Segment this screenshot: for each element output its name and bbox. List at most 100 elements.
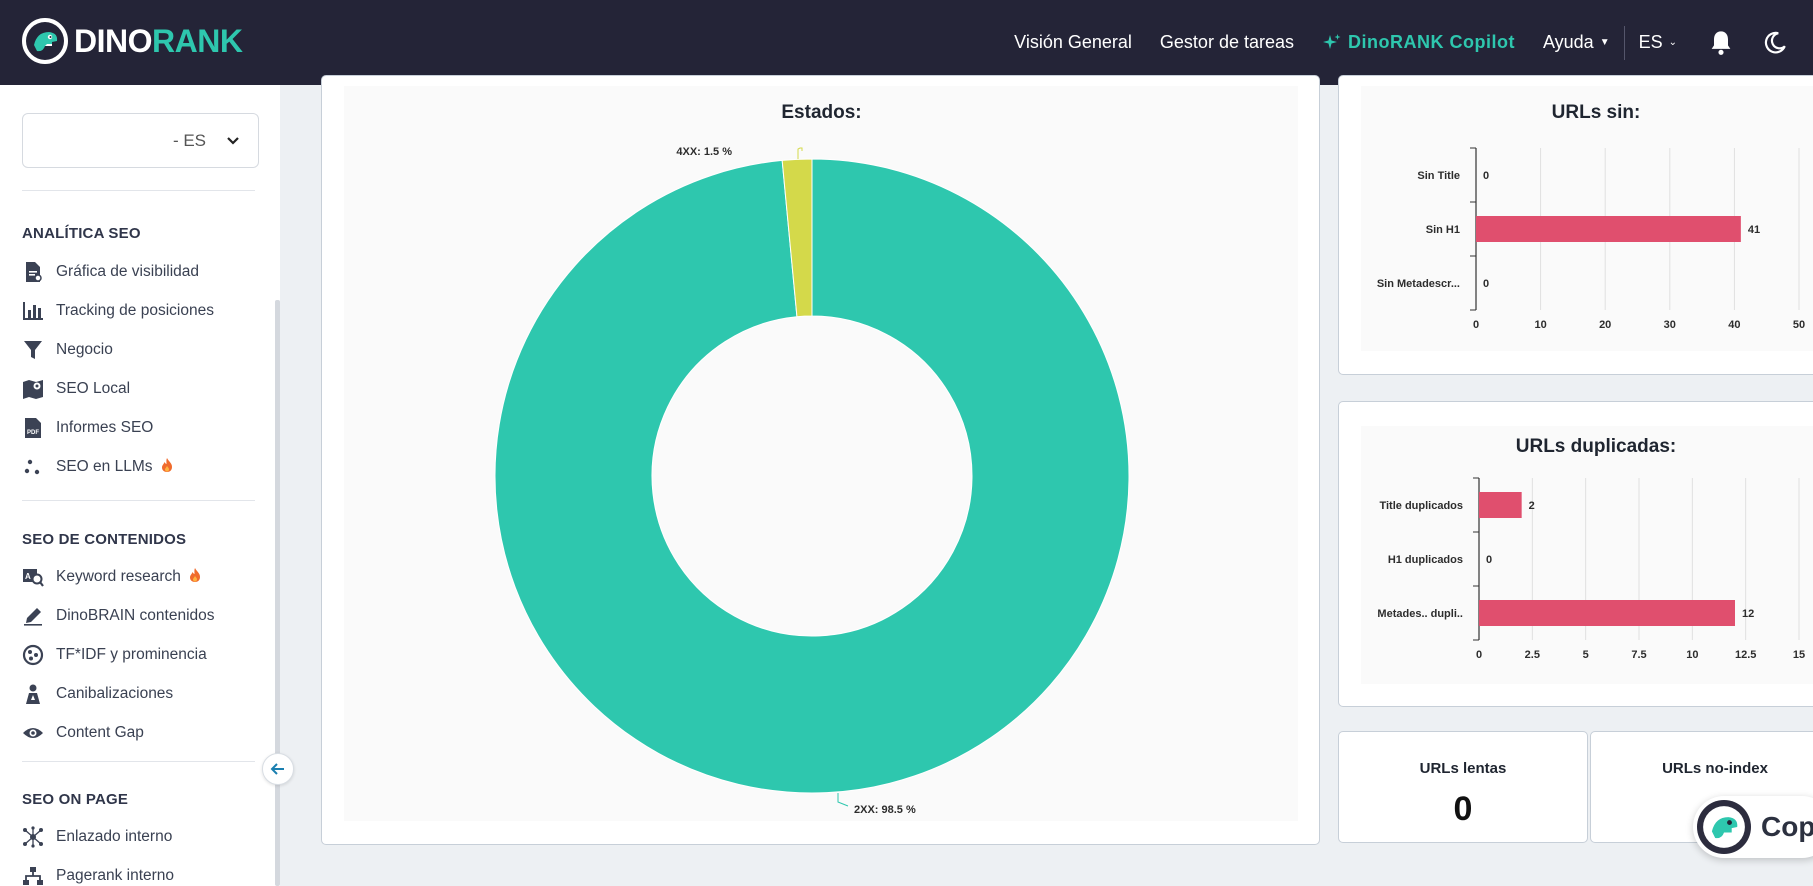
urls-lentas-label: URLs lentas xyxy=(1419,760,1507,777)
language-selector[interactable]: ES ⌄ xyxy=(1639,32,1677,53)
fire-icon xyxy=(161,457,173,478)
x-tick-label: 2.5 xyxy=(1525,649,1540,661)
bar-value-label: 0 xyxy=(1483,170,1489,182)
y-category-label: Metades.. dupli.. xyxy=(1377,608,1463,620)
sidebar-item-tfidf[interactable]: TF*IDF y prominencia xyxy=(22,642,207,668)
sidebar-item-keyword-research[interactable]: A Keyword research xyxy=(22,564,201,590)
urls-sin-bar-chart: 0 10 20 30 40 50 Sin Title 0 Sin H1 41 Sin Metades… xyxy=(1377,147,1805,331)
sidebar-item-label: Content Gap xyxy=(56,724,144,741)
donut-label-2xx: 2XX: 98.5 % xyxy=(854,804,916,816)
urls-sin-card: URLs sin: 0 10 20 30 40 50 Sin Title 0 Sin H1 41 S… xyxy=(1338,75,1813,375)
estados-donut-chart: 2XX: 98.5 % 4XX: 1.5 % xyxy=(494,146,1130,816)
dark-mode-toggle[interactable] xyxy=(1759,27,1791,59)
sidebar-divider xyxy=(22,500,255,501)
urls-dup-bar-chart: 0 2.5 5 7.5 10 12.5 15 Title duplicados 2 H1 dupl… xyxy=(1377,477,1805,661)
sidebar-item-label: DinoBRAIN contenidos xyxy=(56,607,215,624)
x-tick-label: 0 xyxy=(1473,319,1479,331)
nav-copilot[interactable]: DinoRANK Copilot xyxy=(1322,32,1515,53)
copilot-floating-button[interactable]: Copi xyxy=(1693,796,1813,858)
sitemap-icon xyxy=(22,865,44,886)
donut-slice-4xx xyxy=(781,158,813,318)
sidebar-item-label: Canibalizaciones xyxy=(56,685,174,702)
donut-leader-2xx xyxy=(837,793,849,807)
copilot-fab-label: Copi xyxy=(1761,811,1813,842)
nav-task-manager[interactable]: Gestor de tareas xyxy=(1159,32,1294,52)
sidebar-scrollbar[interactable] xyxy=(275,300,280,886)
sidebar-item-label: TF*IDF y prominencia xyxy=(56,646,207,663)
estados-chart-title: Estados: xyxy=(781,102,862,123)
dinorank-logo[interactable]: DINORANK xyxy=(22,18,243,64)
sidebar-item-seo-llms[interactable]: SEO en LLMs xyxy=(22,454,173,480)
sparkle-icon xyxy=(1323,33,1341,49)
notifications-button[interactable] xyxy=(1705,27,1737,59)
nav-help-dropdown[interactable]: Ayuda ▼ xyxy=(1543,32,1610,53)
keyword-search-icon: A xyxy=(22,566,44,588)
svg-text:A: A xyxy=(25,572,31,581)
x-tick-label: 10 xyxy=(1686,649,1698,661)
y-category-label: Sin Metadescr... xyxy=(1377,278,1460,290)
tfidf-icon xyxy=(22,644,44,666)
moon-icon xyxy=(1764,31,1786,53)
sidebar-item-canibalizaciones[interactable]: Canibalizaciones xyxy=(22,681,173,707)
x-tick-label: 12.5 xyxy=(1735,649,1756,661)
brand-name: DINORANK xyxy=(74,22,243,59)
language-label: ES xyxy=(1638,32,1663,52)
top-navbar: DINORANK Visión General Gestor de tareas… xyxy=(0,0,1813,85)
x-tick-label: 30 xyxy=(1664,319,1676,331)
sidebar-item-label: Keyword research xyxy=(56,568,181,585)
y-category-label: H1 duplicados xyxy=(1388,554,1463,566)
chevron-down-icon xyxy=(227,136,239,145)
sidebar-item-label: Informes SEO xyxy=(56,419,154,436)
map-pin-icon xyxy=(22,378,44,400)
sidebar-item-enlazado[interactable]: Enlazado interno xyxy=(22,824,172,850)
urls-lentas-card[interactable]: URLs lentas 0 xyxy=(1338,731,1588,843)
main-nav: Visión General Gestor de tareas DinoRANK… xyxy=(1014,0,1813,85)
y-category-label: Sin Title xyxy=(1417,170,1460,182)
x-tick-label: 5 xyxy=(1583,649,1589,661)
sidebar-item-label: SEO en LLMs xyxy=(56,458,153,475)
fire-icon xyxy=(189,567,201,588)
dino-logo-icon xyxy=(22,18,68,64)
sidebar-item-content-gap[interactable]: Content Gap xyxy=(22,720,144,746)
sidebar-item-informes[interactable]: PDF Informes SEO xyxy=(22,415,153,441)
sidebar-divider xyxy=(22,761,255,762)
sidebar-item-label: Enlazado interno xyxy=(56,828,173,845)
sidebar-item-grafica-visibilidad[interactable]: Gráfica de visibilidad xyxy=(22,259,199,285)
bar xyxy=(1476,216,1741,242)
bar-value-label: 0 xyxy=(1486,554,1492,566)
sidebar-item-seo-local[interactable]: SEO Local xyxy=(22,376,130,402)
section-title-onpage: SEO ON PAGE xyxy=(22,791,129,808)
sidebar-item-label: Tracking de posiciones xyxy=(56,302,214,319)
x-tick-label: 40 xyxy=(1728,319,1740,331)
project-select-value: - ES xyxy=(172,130,206,150)
donut-slice-2xx xyxy=(494,158,1130,794)
sidebar-item-label: Gráfica de visibilidad xyxy=(56,263,200,280)
section-title-analitica: ANALÍTICA SEO xyxy=(22,225,141,242)
x-tick-label: 7.5 xyxy=(1631,649,1646,661)
sidebar-item-pagerank[interactable]: Pagerank interno xyxy=(22,863,174,886)
caret-down-icon: ▼ xyxy=(1599,37,1610,48)
bar-value-label: 2 xyxy=(1529,500,1535,512)
donut-label-4xx: 4XX: 1.5 % xyxy=(676,146,732,158)
nav-overview[interactable]: Visión General xyxy=(1014,32,1132,52)
eye-icon xyxy=(22,722,44,744)
sidebar-item-tracking[interactable]: Tracking de posiciones xyxy=(22,298,214,324)
copilot-label: DinoRANK Copilot xyxy=(1348,32,1515,52)
collapse-sidebar-button[interactable] xyxy=(262,753,294,785)
chevron-down-icon: ⌄ xyxy=(1668,37,1677,48)
sidebar-item-negocio[interactable]: Negocio xyxy=(22,337,113,363)
arrow-left-icon xyxy=(270,763,284,775)
bar xyxy=(1479,492,1522,518)
bar-value-label: 41 xyxy=(1748,224,1760,236)
nav-divider xyxy=(1623,25,1625,60)
y-category-label: Title duplicados xyxy=(1379,500,1463,512)
project-select[interactable]: - ES xyxy=(22,113,259,168)
x-tick-label: 50 xyxy=(1793,319,1805,331)
section-title-contenidos: SEO DE CONTENIDOS xyxy=(22,531,187,548)
urls-dup-chart-title: URLs duplicadas: xyxy=(1515,436,1677,457)
sidebar-item-dinobrain[interactable]: DinoBRAIN contenidos xyxy=(22,603,215,629)
dino-avatar-icon xyxy=(1697,800,1751,854)
sidebar-item-label: SEO Local xyxy=(56,380,131,397)
cannibal-icon xyxy=(22,683,44,705)
llm-dots-icon xyxy=(22,456,44,478)
